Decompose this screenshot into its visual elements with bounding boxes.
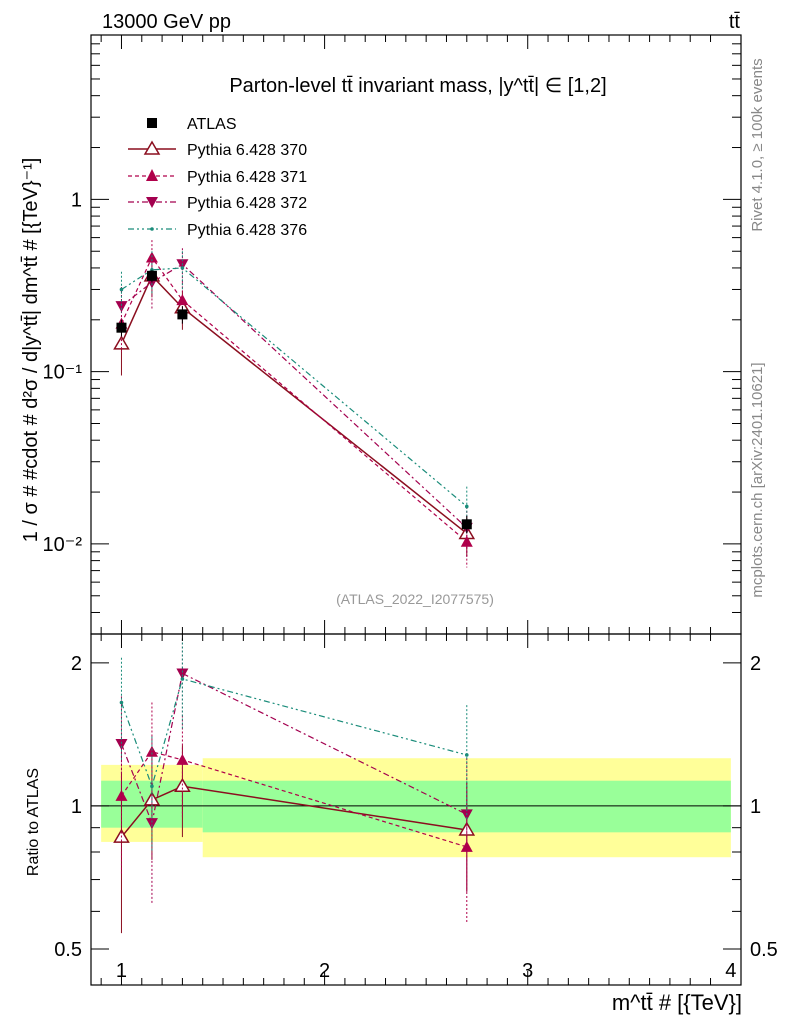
energy-label: 13000 GeV pp <box>102 11 231 33</box>
series-line-4 <box>121 267 468 507</box>
upper-y-tick-label-0: 10⁻² <box>43 534 83 556</box>
ratio-point-s2-p1 <box>145 818 158 830</box>
x-tick-label-4: 4 <box>725 960 736 982</box>
atlas-point-0 <box>116 322 127 333</box>
ratio-line-1 <box>120 751 467 848</box>
legend-p376-marker <box>150 227 154 231</box>
ratio-point-s2-p2 <box>176 668 189 680</box>
point-s4-p3 <box>464 504 469 509</box>
point-s4-p0 <box>119 287 124 292</box>
ratio-y-tick-label-right-2: 2 <box>750 653 761 675</box>
legend-p371-marker <box>146 169 158 181</box>
atlas-point-2 <box>177 309 188 320</box>
x-tick-label-2: 2 <box>319 960 330 982</box>
point-s4-p2 <box>180 266 185 270</box>
legend: ATLAS Pythia 6.428 370 Pythia 6.428 371 … <box>128 116 307 239</box>
ratio-y-tick-label-right-1: 1 <box>750 796 761 818</box>
atlas-point-3 <box>461 519 472 530</box>
ratio-y-tick-label-left-2: 2 <box>71 653 82 675</box>
point-s2-p2 <box>176 294 189 306</box>
point-s2-p3 <box>460 535 473 547</box>
ratio-y-axis-label: Ratio to ATLAS <box>25 768 42 876</box>
legend-p372-marker <box>146 197 158 208</box>
ratio-point-s3-p1 <box>150 784 154 789</box>
ratio-line-3 <box>120 678 467 789</box>
legend-atlas-marker <box>147 118 157 128</box>
legend-p371-label: Pythia 6.428 371 <box>187 169 307 186</box>
ratio-point-s2-p0 <box>115 738 128 750</box>
x-axis-label: m^tt̄ # [{TeV}] <box>612 990 742 1015</box>
ratio-y-tick-label-left-1: 1 <box>71 796 82 818</box>
series-line-2 <box>120 256 468 543</box>
upper-y-axis-label: 1 / σ # #cdot # d²σ / d|y^tt̄| dm^tt̄ # … <box>20 158 42 543</box>
ratio-line-0 <box>120 785 467 838</box>
ratio-point-s3-p2 <box>180 677 185 681</box>
point-s3-p0 <box>115 301 128 313</box>
legend-p370-label: Pythia 6.428 370 <box>187 142 307 159</box>
legend-p370-marker <box>143 140 161 155</box>
upper-y-tick-label-2: 1 <box>71 189 82 211</box>
x-tick-label-1: 1 <box>116 960 127 982</box>
atlas-point-1 <box>146 270 157 281</box>
ratio-point-s1-p0 <box>115 789 128 801</box>
upper-y-tick-label-1: 10⁻¹ <box>43 362 83 384</box>
legend-p372-label: Pythia 6.428 372 <box>187 195 307 212</box>
ratio-point-s1-p1 <box>145 745 158 757</box>
series-line-1 <box>120 274 468 535</box>
legend-atlas-label: ATLAS <box>187 116 237 133</box>
ratio-point-s3-p0 <box>119 700 124 705</box>
ratio-line-2 <box>120 672 468 826</box>
chart-title: Parton-level tt̄ invariant mass, |y^tt̄|… <box>229 75 606 97</box>
ratio-point-s1-p2 <box>176 753 189 765</box>
ratio-y-tick-label-right-0.5: 0.5 <box>750 939 778 961</box>
point-s1-p0 <box>113 335 130 350</box>
analysis-label: (ATLAS_2022_I2077575) <box>336 591 494 607</box>
rivet-label: Rivet 4.1.0, ≥ 100k events <box>749 58 766 231</box>
x-tick-label-3: 3 <box>522 960 533 982</box>
series-line-3 <box>121 263 468 529</box>
legend-p376-label: Pythia 6.428 376 <box>187 222 307 239</box>
ratio-point-s3-p3 <box>464 753 469 757</box>
ratio-frame <box>90 633 742 986</box>
ratio-y-tick-label-left-0.5: 0.5 <box>54 939 82 961</box>
source-label: mcplots.cern.ch [arXiv:2401.10621] <box>749 362 766 597</box>
process-label: tt̄ <box>729 11 741 33</box>
